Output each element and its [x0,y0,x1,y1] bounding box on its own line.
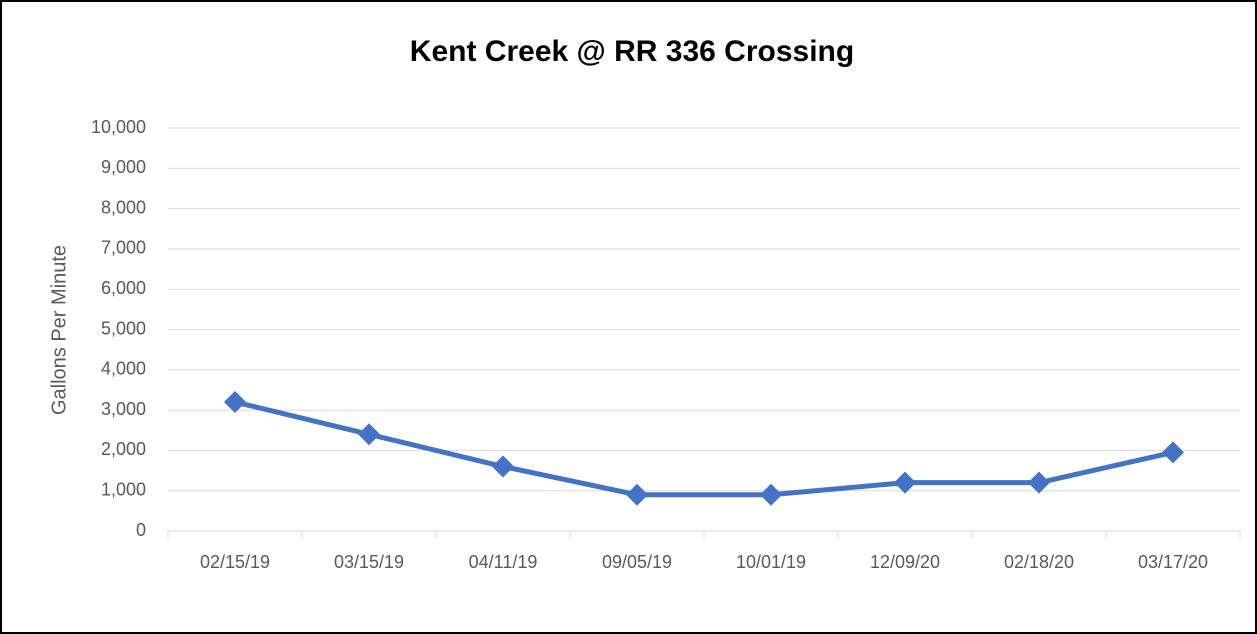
x-tick-label: 04/11/19 [469,552,538,572]
x-tick-label: 02/15/19 [200,552,270,572]
y-tick-label: 7,000 [101,238,146,258]
x-tick-label: 03/15/19 [334,552,404,572]
data-point [1028,471,1050,494]
x-tick-label: 03/17/20 [1138,552,1208,572]
data-point [358,423,380,446]
y-tick-label: 6,000 [101,278,146,298]
data-point [894,471,916,494]
data-point [760,483,782,506]
y-tick-label: 10,000 [91,117,146,137]
data-point [626,483,648,506]
y-tick-label: 0 [136,520,146,540]
y-tick-label: 2,000 [101,439,146,459]
x-tick-label: 10/01/19 [736,552,806,572]
y-tick-label: 8,000 [101,197,146,217]
y-axis-label: Gallons Per Minute [48,245,70,415]
y-tick-label: 3,000 [101,399,146,419]
data-point [224,391,246,414]
series-line [234,399,1174,498]
data-point [492,455,514,478]
x-tick-label: 12/09/20 [870,552,940,572]
data-point [1162,441,1184,464]
y-tick-label: 1,000 [101,479,146,499]
x-tick-label: 09/05/19 [602,552,672,572]
y-tick-label: 9,000 [101,157,146,177]
y-tick-label: 5,000 [101,318,146,338]
x-tick-label: 02/18/20 [1004,552,1074,572]
y-tick-label: 4,000 [101,359,146,379]
chart-title: Kent Creek @ RR 336 Crossing [410,35,854,68]
